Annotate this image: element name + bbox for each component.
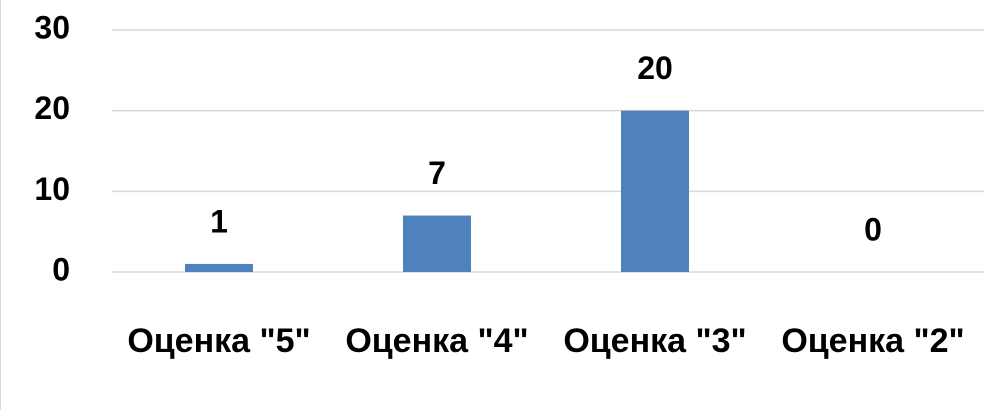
x-tick-label: Оценка "3" xyxy=(563,322,747,360)
y-tick-label: 30 xyxy=(34,9,70,45)
data-label: 20 xyxy=(637,50,673,86)
data-label: 7 xyxy=(428,155,446,191)
y-tick-label: 0 xyxy=(52,251,70,287)
data-label: 1 xyxy=(210,203,228,239)
y-tick-label: 20 xyxy=(34,90,70,126)
x-tick-label: Оценка "2" xyxy=(781,322,965,360)
y-tick-label: 10 xyxy=(34,171,70,207)
data-label: 0 xyxy=(864,211,882,247)
bar xyxy=(621,110,689,273)
x-tick-label: Оценка "5" xyxy=(127,322,311,360)
bar xyxy=(185,263,253,272)
bar xyxy=(403,215,471,272)
x-tick-label: Оценка "4" xyxy=(345,322,529,360)
